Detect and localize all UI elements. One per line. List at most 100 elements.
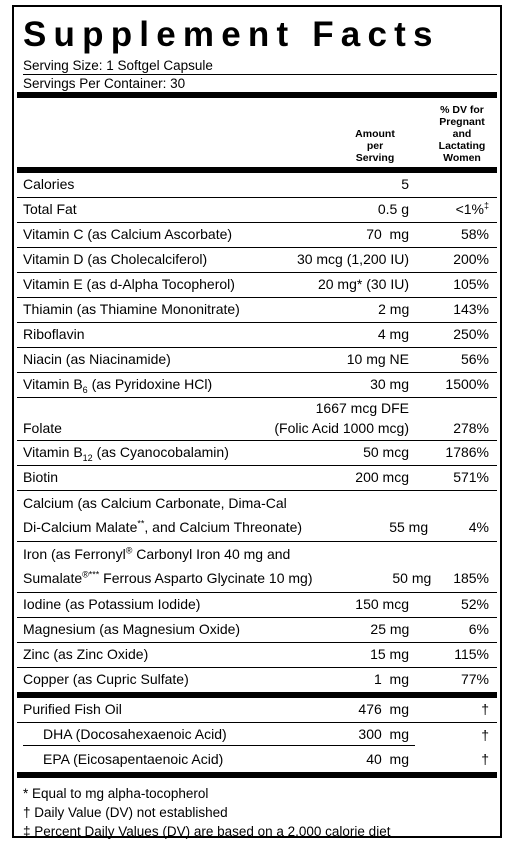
footnotes: * Equal to mg alpha-tocopherol † Daily Va…: [17, 778, 497, 841]
nutrient-name: Folate: [23, 418, 239, 438]
daily-value: 105%: [415, 273, 497, 295]
daily-value: 77%: [415, 668, 497, 690]
name-line: Iodine (as Potassium Iodide): [23, 593, 239, 615]
nutrient-name: Vitamin C (as Calcium Ascorbate): [23, 223, 239, 245]
daily-value: 278%: [415, 418, 497, 438]
amount: 2 mg: [240, 298, 415, 320]
nutrient-name: Vitamin B6 (as Pyridoxine HCl): [23, 373, 239, 395]
amount: 0.5 g: [239, 198, 415, 220]
superscript: **: [137, 518, 145, 529]
nutrient-name: Copper (as Cupric Sulfate): [23, 668, 239, 690]
daily-value: 185%: [437, 566, 497, 590]
text: 250%: [453, 326, 489, 342]
nutrient-row: EPA (Eicosapentaenoic Acid) 40 mg †: [17, 748, 497, 772]
nutrient-row: Riboflavin 4 mg 250%: [17, 323, 497, 348]
text: 4%: [468, 519, 489, 535]
text: Biotin: [23, 469, 59, 485]
rule: [17, 692, 497, 698]
text: Di-Calcium Malate: [23, 519, 138, 535]
nutrient-row: Copper (as Cupric Sulfate) 1 mg 77%: [17, 668, 497, 692]
amount: 50 mcg: [239, 441, 415, 463]
amount: 300 mg: [239, 723, 415, 746]
text: Folate: [23, 420, 62, 436]
nutrient-name: Zinc (as Zinc Oxide): [23, 643, 239, 665]
header-line: Women: [443, 152, 481, 164]
rule: [17, 92, 497, 98]
text: Copper (as Cupric Sulfate): [23, 671, 189, 687]
text: 6%: [468, 621, 489, 637]
text: DHA (Docosahexaenoic Acid): [43, 726, 227, 742]
nutrient-name: EPA (Eicosapentaenoic Acid): [23, 748, 239, 770]
amount-line: 476 mg: [358, 701, 409, 717]
superscript: ‡: [483, 200, 489, 211]
nutrient-name: Magnesium (as Magnesium Oxide): [23, 618, 240, 640]
name-line: Zinc (as Zinc Oxide): [23, 643, 239, 665]
amount-line: 4 mg: [377, 326, 409, 342]
superscript: ®: [125, 545, 133, 556]
nutrient-row: Niacin (as Niacinamide) 10 mg NE 56%: [17, 348, 497, 373]
name-line: Riboflavin: [23, 323, 239, 345]
nutrient-rows: Calories 5 Total Fat 0.5 g <1%‡ Vitamin C (as…: [17, 173, 497, 692]
name-line: Biotin: [23, 466, 239, 488]
nutrient-name: Total Fat: [23, 198, 239, 220]
name-line: DHA (Docosahexaenoic Acid): [43, 723, 239, 745]
amount-line: 30 mcg (1,200 IU): [296, 251, 409, 267]
amount-line: 10 mg NE: [346, 351, 409, 367]
text: 1500%: [445, 376, 489, 392]
nutrient-name: Thiamin (as Thiamine Mononitrate): [23, 298, 240, 320]
amount-line: 50 mcg: [363, 444, 409, 460]
daily-value: †: [415, 724, 497, 746]
nutrient-row: Vitamin B12 (as Cyanocobalamin) 50 mcg 178…: [17, 441, 497, 466]
nutrient-name: Vitamin E (as d-Alpha Tocopherol): [23, 273, 239, 295]
text: 115%: [454, 646, 489, 662]
name-line: Calories: [23, 173, 239, 195]
amount: 476 mg: [239, 698, 415, 720]
nutrient-name: Vitamin B12 (as Cyanocobalamin): [23, 441, 239, 463]
nutrient-row: Vitamin E (as d-Alpha Tocopherol) 20 mg* …: [17, 273, 497, 298]
header-line: Lactating: [438, 140, 486, 152]
text: EPA (Eicosapentaenoic Acid): [43, 751, 224, 767]
dv-header: % DV for Pregnant and Lactating Women: [427, 104, 497, 167]
amount: 10 mg NE: [239, 348, 415, 370]
amount-line: 200 mcg: [355, 469, 409, 485]
daily-value: 52%: [415, 593, 497, 615]
daily-value: 571%: [415, 466, 497, 488]
footnote: † Daily Value (DV) not established: [23, 805, 228, 820]
name-line: Purified Fish Oil: [23, 698, 239, 720]
nutrient-row: Thiamin (as Thiamine Mononitrate) 2 mg 143…: [17, 298, 497, 323]
amount-line: 1667 mcg DFE: [315, 400, 409, 416]
text: Sumalate: [23, 570, 83, 586]
nutrient-row: Biotin 200 mcg 571%: [17, 466, 497, 491]
daily-value: 250%: [415, 323, 497, 345]
name-line: Iron (as Ferronyl® Carbonyl Iron 40 mg a…: [23, 542, 313, 566]
nutrient-name: Iron (as Ferronyl® Carbonyl Iron 40 mg a…: [23, 542, 313, 590]
text: , and Calcium Threonate): [144, 519, 303, 535]
header-line: Amount: [355, 128, 395, 140]
name-line: Sumalate®*** Ferrous Asparto Glycinate 1…: [23, 566, 313, 590]
amount: 50 mg: [313, 566, 438, 590]
nutrient-row: Vitamin C (as Calcium Ascorbate) 70 mg 58%: [17, 223, 497, 248]
amount: 20 mg* (30 IU): [239, 273, 415, 295]
name-line: Vitamin B6 (as Pyridoxine HCl): [23, 373, 239, 395]
text: 56%: [460, 351, 489, 367]
nutrient-row: Total Fat 0.5 g <1%‡: [17, 198, 497, 223]
text: †: [481, 701, 489, 717]
amount-line: 55 mg: [389, 519, 429, 535]
header-line: per: [366, 140, 384, 152]
amount: 5: [239, 173, 415, 195]
name-line: Vitamin B12 (as Cyanocobalamin): [23, 441, 239, 463]
nutrient-name: Purified Fish Oil: [23, 698, 239, 720]
nutrient-name: Vitamin D (as Cholecalciferol): [23, 248, 239, 270]
daily-value: 200%: [415, 248, 497, 270]
rule: [17, 167, 497, 173]
name-line: Vitamin E (as d-Alpha Tocopherol): [23, 273, 239, 295]
daily-value: 115%: [415, 643, 497, 665]
daily-value: 4%: [434, 515, 497, 539]
text: (as Cyanocobalamin): [92, 444, 229, 460]
nutrient-row: Vitamin D (as Cholecalciferol) 30 mcg (1,…: [17, 248, 497, 273]
amount: 30 mcg (1,200 IU): [239, 248, 415, 270]
daily-value: 143%: [415, 298, 497, 320]
amount: 40 mg: [239, 748, 415, 770]
header-line: Pregnant: [439, 116, 485, 128]
